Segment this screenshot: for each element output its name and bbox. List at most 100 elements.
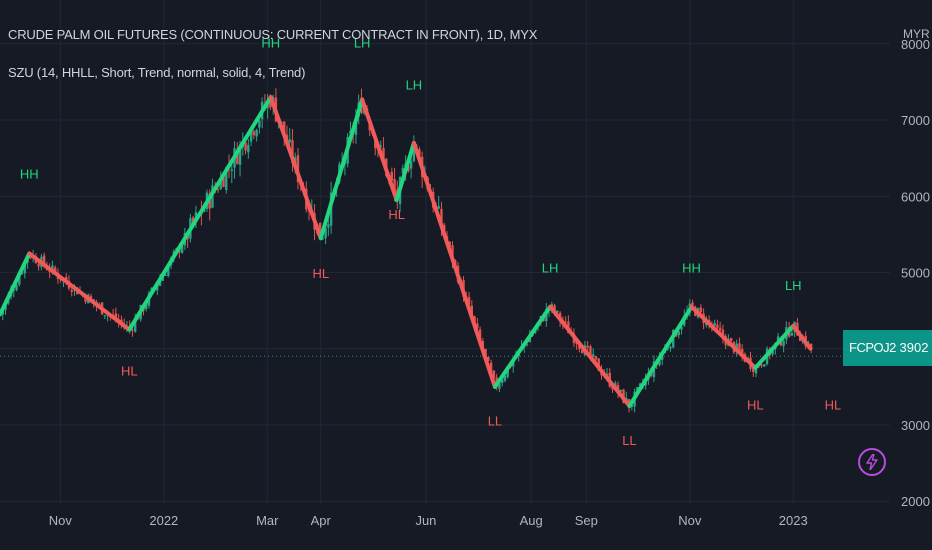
candle-body bbox=[191, 217, 195, 224]
candle-body bbox=[729, 337, 733, 341]
time-axis[interactable]: Nov 2022 Mar Apr Jun Aug Sep Nov 2023 bbox=[49, 513, 808, 528]
candle-body bbox=[798, 336, 802, 342]
pivot-label: HL bbox=[747, 398, 764, 413]
candle-body bbox=[630, 404, 634, 407]
grid-lines bbox=[0, 0, 890, 505]
time-tick-label: 2023 bbox=[779, 513, 808, 528]
pivot-label: LH bbox=[542, 261, 559, 276]
pivot-label: LH bbox=[406, 78, 423, 93]
candle-body bbox=[247, 144, 250, 153]
candle-body bbox=[500, 379, 504, 384]
candle-body bbox=[15, 284, 18, 291]
candle-body bbox=[409, 161, 413, 169]
candle-body bbox=[180, 245, 184, 253]
pivot-labels: HH HL HH HL LH HL LH LL LH LL HH HL LH HL bbox=[20, 36, 841, 448]
candle-body bbox=[222, 177, 225, 188]
candle-body bbox=[288, 139, 291, 143]
candle-body bbox=[37, 263, 40, 267]
lightning-bolt-icon[interactable] bbox=[858, 448, 886, 476]
candle-body bbox=[238, 144, 242, 165]
candle-body bbox=[103, 315, 107, 317]
candle-body bbox=[589, 346, 592, 357]
candle-body bbox=[638, 383, 642, 387]
zigzag-segment bbox=[753, 323, 796, 370]
candle-body bbox=[738, 343, 741, 351]
candle-body bbox=[382, 148, 385, 159]
candle-body bbox=[592, 354, 595, 358]
candle-body bbox=[578, 345, 581, 349]
candle-body bbox=[321, 237, 325, 239]
candle-body bbox=[244, 142, 247, 151]
zigzag-indicator bbox=[0, 95, 813, 408]
candle-body bbox=[782, 340, 785, 347]
candle-body bbox=[716, 324, 719, 328]
zigzag-segment bbox=[492, 304, 553, 389]
candle-body bbox=[236, 149, 239, 164]
zigzag-segment bbox=[791, 323, 813, 351]
candle-body bbox=[699, 307, 703, 313]
candle-body bbox=[164, 274, 167, 276]
candle-body bbox=[790, 332, 794, 336]
candle-body bbox=[249, 128, 253, 142]
zigzag-segment bbox=[127, 95, 273, 332]
candle-body bbox=[379, 145, 382, 147]
candle-body bbox=[282, 121, 286, 137]
zigzag-segment bbox=[627, 304, 694, 408]
pivot-label: HL bbox=[825, 398, 842, 413]
pivot-label: LL bbox=[622, 433, 636, 448]
candle-body bbox=[619, 389, 623, 392]
price-tick-label: 5000 bbox=[901, 266, 930, 281]
candle-body bbox=[255, 129, 258, 137]
zigzag-segment bbox=[689, 304, 758, 370]
time-tick-label: Aug bbox=[520, 513, 543, 528]
candle-body bbox=[484, 348, 487, 356]
candle-body bbox=[691, 302, 694, 306]
zigzag-segment bbox=[394, 140, 416, 203]
zigzag-segment bbox=[0, 251, 32, 317]
candle-body bbox=[586, 345, 589, 348]
candle-body bbox=[713, 322, 716, 326]
time-tick-label: Sep bbox=[575, 513, 598, 528]
candle-body bbox=[18, 275, 21, 285]
candle-body bbox=[525, 343, 529, 345]
time-tick-label: Mar bbox=[256, 513, 279, 528]
candle-body bbox=[225, 167, 228, 190]
pivot-label: HH bbox=[682, 261, 701, 276]
candle-body bbox=[553, 305, 556, 313]
time-tick-label: 2022 bbox=[149, 513, 178, 528]
last-price-tag: 3902 bbox=[896, 330, 932, 366]
candle-body bbox=[114, 313, 118, 320]
pivot-label: LL bbox=[488, 414, 502, 429]
candle-body bbox=[752, 367, 755, 372]
indicator-legend[interactable]: SZU (14, HHLL, Short, Trend, normal, sol… bbox=[8, 65, 306, 80]
price-tick-label: 2000 bbox=[901, 494, 930, 509]
candle-body bbox=[269, 99, 272, 108]
price-tick-label: 3000 bbox=[901, 418, 930, 433]
pivot-label: LH bbox=[785, 278, 802, 293]
candle-body bbox=[12, 289, 15, 291]
candle-body bbox=[291, 140, 294, 164]
time-tick-label: Nov bbox=[678, 513, 702, 528]
candle-body bbox=[478, 329, 482, 341]
candle-body bbox=[594, 356, 598, 360]
candle-body bbox=[412, 143, 416, 162]
symbol-title[interactable]: CRUDE PALM OIL FUTURES (CONTINUOUS: CURR… bbox=[8, 27, 538, 42]
candle-body bbox=[258, 120, 261, 128]
candle-body bbox=[506, 366, 509, 378]
price-axis[interactable]: 2000300040005000600070008000 bbox=[901, 37, 930, 509]
candle-body bbox=[760, 364, 763, 366]
zigzag-segment bbox=[27, 251, 132, 332]
candle-body bbox=[418, 149, 421, 156]
pivot-label: HL bbox=[388, 207, 405, 222]
candle-body bbox=[503, 375, 507, 381]
candle-body bbox=[467, 297, 471, 305]
zigzag-segment bbox=[411, 140, 497, 389]
candle-body bbox=[20, 272, 24, 274]
candle-body bbox=[498, 383, 501, 389]
price-tick-label: 6000 bbox=[901, 189, 930, 204]
pivot-label: HL bbox=[312, 266, 329, 281]
time-tick-label: Apr bbox=[311, 513, 332, 528]
pivot-label: LH bbox=[354, 36, 371, 51]
